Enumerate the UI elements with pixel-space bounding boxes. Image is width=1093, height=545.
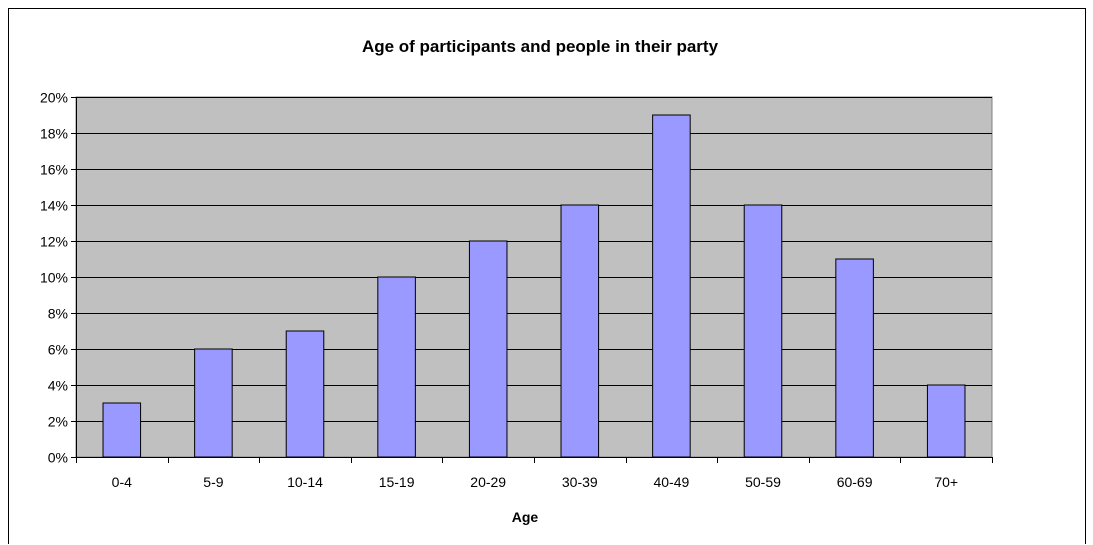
bar-5-9 bbox=[194, 348, 233, 458]
chart-title: Age of participants and people in their … bbox=[362, 37, 719, 56]
bar-60-69 bbox=[835, 258, 874, 458]
y-tick-label: 20% bbox=[40, 90, 68, 106]
x-tick-label: 60-69 bbox=[837, 474, 873, 490]
x-axis-title: Age bbox=[512, 509, 539, 525]
y-tick-label: 12% bbox=[40, 234, 68, 250]
y-tick-label: 0% bbox=[48, 450, 68, 466]
bar-30-39 bbox=[560, 204, 600, 458]
y-tick-label: 4% bbox=[48, 378, 68, 394]
y-tick-label: 10% bbox=[40, 270, 68, 286]
y-tick-label: 2% bbox=[48, 414, 68, 430]
x-tick-label: 0-4 bbox=[112, 474, 132, 490]
bar-0-4 bbox=[102, 402, 142, 458]
y-tick-label: 14% bbox=[40, 198, 68, 214]
bar-15-19 bbox=[377, 276, 416, 458]
x-tick-label: 70+ bbox=[934, 474, 958, 490]
bar-10-14 bbox=[285, 330, 325, 458]
x-tick-label: 40-49 bbox=[653, 474, 689, 490]
y-tick-label: 18% bbox=[40, 126, 68, 142]
x-tick-label: 20-29 bbox=[470, 474, 506, 490]
x-tick-label: 10-14 bbox=[287, 474, 323, 490]
bar-40-49 bbox=[652, 114, 691, 458]
bar-50-59 bbox=[743, 204, 783, 458]
y-tick-label: 8% bbox=[48, 306, 68, 322]
bar-70+ bbox=[926, 384, 966, 458]
x-tick-label: 5-9 bbox=[203, 474, 223, 490]
x-tick-label: 50-59 bbox=[745, 474, 781, 490]
x-tick-label: 30-39 bbox=[562, 474, 598, 490]
y-tick-label: 6% bbox=[48, 342, 68, 358]
y-tick-label: 16% bbox=[40, 162, 68, 178]
plot-area: 0% 2% 4% 6% 8% 10% 12% 14% 16% 18% 20% 0-4 5-9 10-14 1… bbox=[40, 90, 993, 490]
x-tick-label: 15-19 bbox=[379, 474, 415, 490]
bar-20-29 bbox=[468, 240, 508, 458]
